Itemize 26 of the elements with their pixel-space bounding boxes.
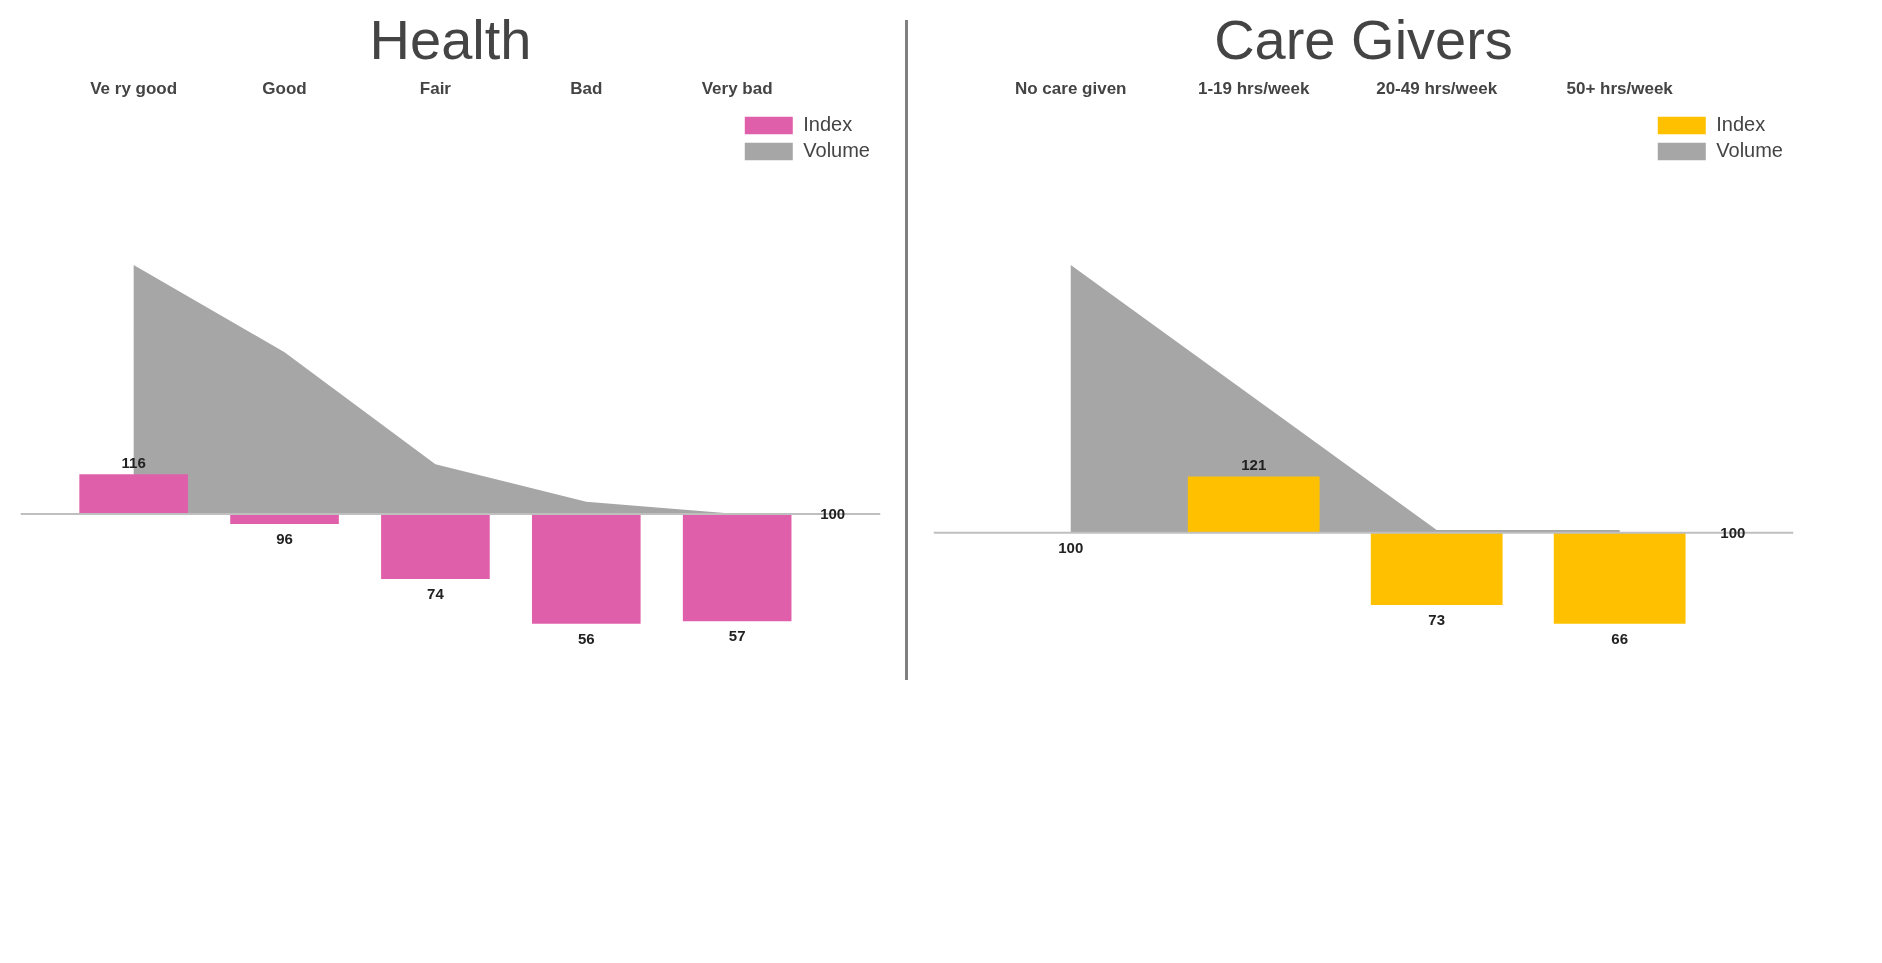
legend-label: Index [1716,113,1766,136]
x-tick-label: Bad [570,78,603,98]
chart-title: Care Givers [1214,7,1513,71]
text: 66 [1611,629,1629,647]
legend-label: Volume [1716,139,1783,162]
x-tick-label: 50+ hrs/week [1566,78,1674,98]
text: 56 [577,629,595,647]
x-tick-label: Ve ry good [90,78,178,98]
x-tick-label: 1-19 hrs/week [1197,78,1311,98]
legend-label: Index [803,113,853,136]
annotation: 96 [276,530,293,548]
annotation: 100 [1720,523,1746,541]
annotation: 121 [1241,456,1267,474]
annotation: 73 [1428,611,1446,628]
annotation: 74 [427,584,445,602]
annotation: 116 [121,454,146,472]
x-tick-label: Good [262,78,307,98]
x-tick-label: No care given [1014,78,1127,98]
annotation: 100 [820,505,846,523]
x-tick-label: Very bad [701,78,773,98]
x-tick-label: Fair [419,78,452,98]
legend-label: Volume [803,139,870,162]
text: 57 [728,627,746,645]
chart-title: Health [369,7,532,71]
x-tick-label: 20-49 hrs/week [1376,78,1498,98]
annotation: 100 [1058,538,1084,556]
